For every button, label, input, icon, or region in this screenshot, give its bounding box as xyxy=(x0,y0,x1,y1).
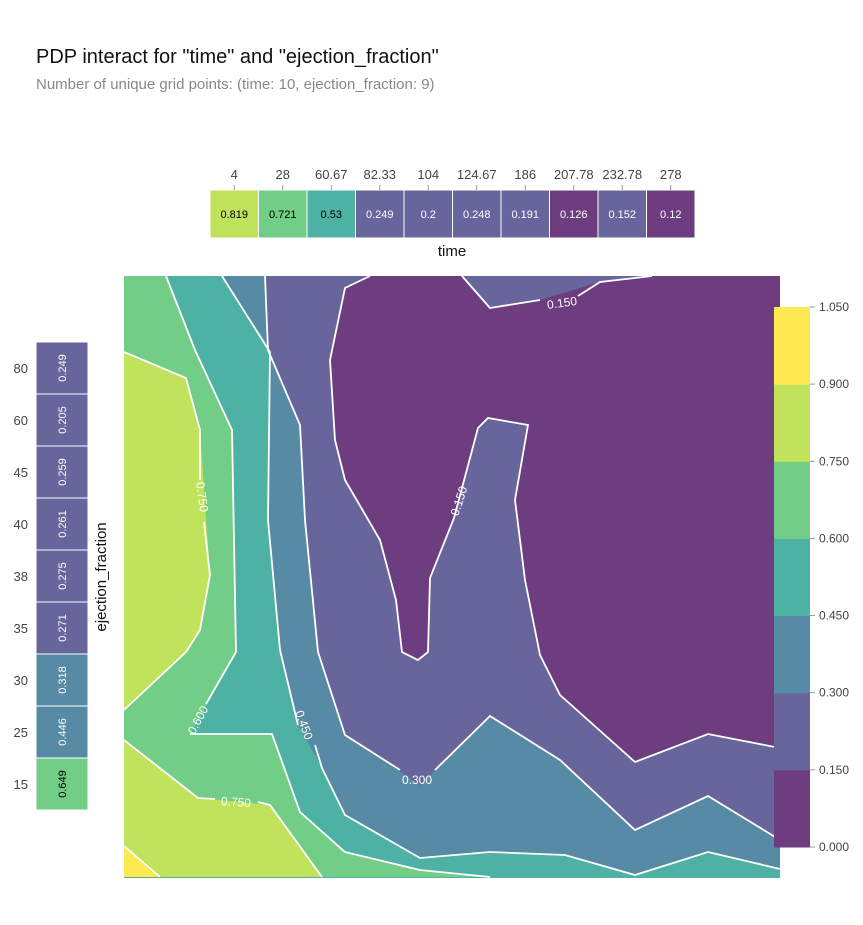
colorbar-tick-label: 1.050 xyxy=(819,300,849,314)
colorbar-tick-label: 0.150 xyxy=(819,763,849,777)
ejection-fraction-tick-label: 25 xyxy=(14,725,28,740)
time-tick-label: 28 xyxy=(276,167,290,182)
chart-subtitle: Number of unique grid points: (time: 10,… xyxy=(36,76,435,93)
colorbar-tick-label: 0.450 xyxy=(819,609,849,623)
contour-line-045 xyxy=(221,275,781,876)
time-axis-label: time xyxy=(438,243,466,260)
ejection-fraction-cell-value: 0.446 xyxy=(57,718,69,746)
contour-label: 0.300 xyxy=(402,773,432,787)
colorbar-segment xyxy=(774,461,810,539)
time-cell xyxy=(646,189,696,239)
ejection-fraction-cell xyxy=(35,705,89,759)
ejection-fraction-cell xyxy=(35,549,89,603)
colorbar-tick-label: 0.000 xyxy=(819,840,849,854)
time-cell xyxy=(209,189,259,239)
colorbar-segment xyxy=(774,384,810,462)
ejection-fraction-cell xyxy=(35,497,89,551)
ejection-fraction-tick-label: 60 xyxy=(14,413,28,428)
contour-line-075-left xyxy=(123,351,211,711)
time-cell xyxy=(403,189,453,239)
ejection-fraction-cell xyxy=(35,653,89,707)
time-cell-value: 0.249 xyxy=(366,209,394,221)
colorbar-segment xyxy=(774,307,810,385)
ejection-fraction-cell-value: 0.649 xyxy=(57,770,69,798)
ejection-fraction-cell xyxy=(35,757,89,811)
time-tick-label: 186 xyxy=(514,167,536,182)
time-cell-value: 0.191 xyxy=(511,209,539,221)
contour-line-060 xyxy=(165,275,491,878)
ejection-fraction-axis-label: ejection_fraction xyxy=(93,522,110,631)
time-cell-value: 0.12 xyxy=(660,209,681,221)
ejection-fraction-tick-label: 35 xyxy=(14,621,28,636)
time-cell-value: 0.819 xyxy=(220,209,248,221)
ejection-fraction-tick-label: 45 xyxy=(14,465,28,480)
time-cell-value: 0.152 xyxy=(608,209,636,221)
time-tick-label: 207.78 xyxy=(554,167,594,182)
ejection-fraction-cell xyxy=(35,601,89,655)
contour-band-000 xyxy=(330,276,780,762)
contour-lines xyxy=(123,275,781,878)
contour-line-015 xyxy=(329,275,781,764)
colorbar-tick-label: 0.750 xyxy=(819,454,849,468)
contour-label: 0.750 xyxy=(193,481,211,513)
colorbar-tick-label: 0.900 xyxy=(819,377,849,391)
time-tick-label: 232.78 xyxy=(602,167,642,182)
time-tick-label: 104 xyxy=(417,167,439,182)
ejection-fraction-tick-label: 40 xyxy=(14,517,28,532)
ejection-fraction-cell xyxy=(35,393,89,447)
chart-title: PDP interact for "time" and "ejection_fr… xyxy=(36,46,439,68)
time-cell xyxy=(549,189,599,239)
ejection-fraction-cell-value: 0.249 xyxy=(57,354,69,382)
ejection-fraction-cell-value: 0.259 xyxy=(57,458,69,486)
ejection-fraction-cell-value: 0.205 xyxy=(57,406,69,434)
colorbar-segment xyxy=(774,538,810,617)
contour-band-090 xyxy=(124,847,158,877)
ejection-fraction-cell xyxy=(35,445,89,499)
time-cell-value: 0.721 xyxy=(269,209,297,221)
time-cell-value: 0.126 xyxy=(560,209,588,221)
ejection-fraction-cell-value: 0.318 xyxy=(57,666,69,694)
time-tick-label: 124.67 xyxy=(457,167,497,182)
contour-line-075-bottom xyxy=(123,739,323,878)
colorbar-segment xyxy=(774,615,810,694)
ejection-fraction-tick-label: 30 xyxy=(14,673,28,688)
ejection-fraction-cell-value: 0.261 xyxy=(57,510,69,538)
time-tick-label: 278 xyxy=(660,167,682,182)
contour-plot: 0.150 0.150 0.300 0.450 0.600 0.750 0.75… xyxy=(123,275,781,878)
ejection-fraction-cell xyxy=(35,341,89,395)
colorbar-tick-label: 0.300 xyxy=(819,686,849,700)
colorbar: 1.050 0.900 0.750 0.600 0.450 0.300 0.150 0.000 xyxy=(774,300,849,854)
time-tick-label: 82.33 xyxy=(363,167,396,182)
contour-label: 0.750 xyxy=(221,794,252,810)
contour-line-090 xyxy=(123,845,161,878)
ejection-fraction-cell-value: 0.271 xyxy=(57,614,69,642)
contour-line-015-top xyxy=(461,275,653,309)
ejection-fraction-strip: 0.249 80 0.205 60 0.259 45 0.261 40 0.275 38 0.271… xyxy=(14,341,89,811)
time-tick-label: 60.67 xyxy=(315,167,348,182)
time-cell-value: 0.2 xyxy=(421,209,436,221)
ejection-fraction-tick-label: 38 xyxy=(14,569,28,584)
colorbar-segment xyxy=(774,692,810,771)
ejection-fraction-tick-label: 80 xyxy=(14,361,28,376)
time-tick-label: 4 xyxy=(231,167,238,182)
time-cell-value: 0.53 xyxy=(321,209,342,221)
colorbar-tick-label: 0.600 xyxy=(819,531,849,545)
contour-label: 0.150 xyxy=(546,294,578,312)
colorbar-segment xyxy=(774,769,810,848)
time-strip: 0.819 4 0.721 28 0.53 60.67 0.249 82.33 0.2 104 0.… xyxy=(209,167,696,239)
ejection-fraction-cell-value: 0.275 xyxy=(57,562,69,590)
time-cell-value: 0.248 xyxy=(463,209,491,221)
ejection-fraction-tick-label: 15 xyxy=(14,777,28,792)
